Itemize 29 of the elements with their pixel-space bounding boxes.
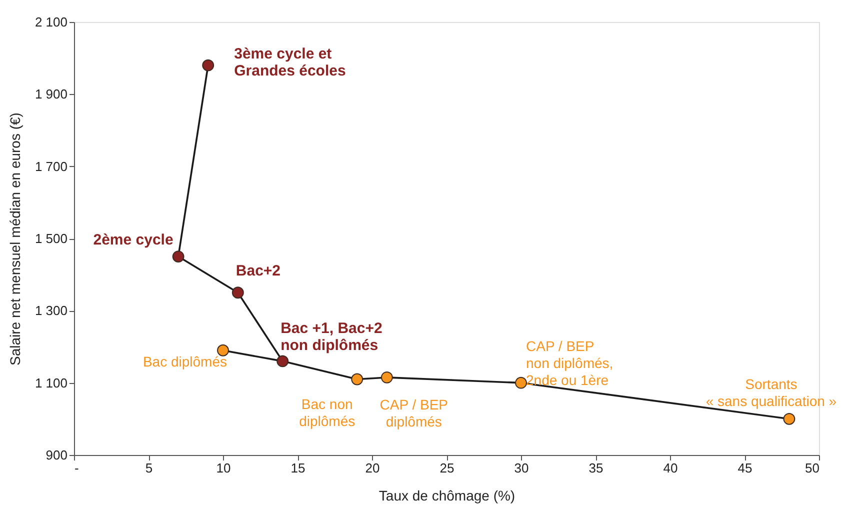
x-tick-label: 35 [588, 460, 604, 476]
y-tick-label: 1 100 [34, 375, 68, 390]
x-tick-label: 20 [365, 460, 380, 476]
x-tick-label: 15 [290, 460, 306, 476]
y-tick-label: 1 700 [34, 158, 68, 174]
annotation: 2ème cycle [93, 232, 174, 249]
y-axis-title: Salaire net mensuel médian en euros (€) [6, 112, 23, 366]
annotation: Bac diplômés [142, 353, 227, 370]
y-tick-label: 2 100 [34, 14, 68, 30]
x-tick-label: 5 [145, 460, 153, 476]
y-tick-label: 1 300 [34, 303, 68, 318]
x-tick-label: 40 [663, 460, 678, 476]
annotation: Bac+2 [236, 262, 281, 280]
x-axis-title: Taux de chômage (%) [378, 488, 516, 504]
annotation: Bac +1, Bac+2 non diplômés [280, 320, 382, 354]
annotation: CAP / BEP diplômés [380, 396, 448, 430]
y-tick-label: 900 [46, 448, 68, 462]
annotation: 3ème cycle et Grandes écoles [234, 45, 346, 80]
y-tick-label: 1 500 [34, 231, 68, 246]
x-tick-label: - [74, 460, 79, 476]
x-tick-label: 30 [514, 460, 529, 476]
x-tick-label: 10 [216, 460, 231, 476]
annotation: Bac non diplômés [299, 396, 356, 430]
x-tick-label: 45 [738, 460, 752, 476]
y-tick-label: 1 900 [34, 86, 68, 102]
x-tick-label: 50 [805, 460, 820, 476]
x-tick-label: 25 [440, 460, 454, 476]
annotation: Sortants « sans qualification » [706, 376, 837, 409]
annotation: CAP / BEP non diplômés, 2nde ou 1ère [526, 338, 614, 388]
